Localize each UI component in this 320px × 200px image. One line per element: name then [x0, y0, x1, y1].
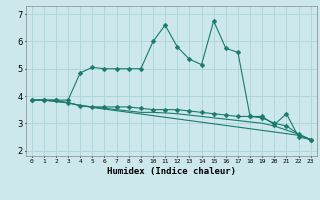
X-axis label: Humidex (Indice chaleur): Humidex (Indice chaleur)	[107, 167, 236, 176]
